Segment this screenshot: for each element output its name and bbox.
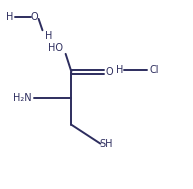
Text: O: O: [31, 12, 39, 22]
Text: H: H: [45, 31, 52, 41]
Text: H: H: [6, 12, 13, 22]
Text: O: O: [105, 67, 113, 77]
Text: HO: HO: [48, 43, 63, 53]
Text: SH: SH: [99, 139, 113, 149]
Text: H: H: [116, 65, 123, 75]
Text: Cl: Cl: [150, 65, 159, 75]
Text: H₂N: H₂N: [13, 93, 31, 103]
